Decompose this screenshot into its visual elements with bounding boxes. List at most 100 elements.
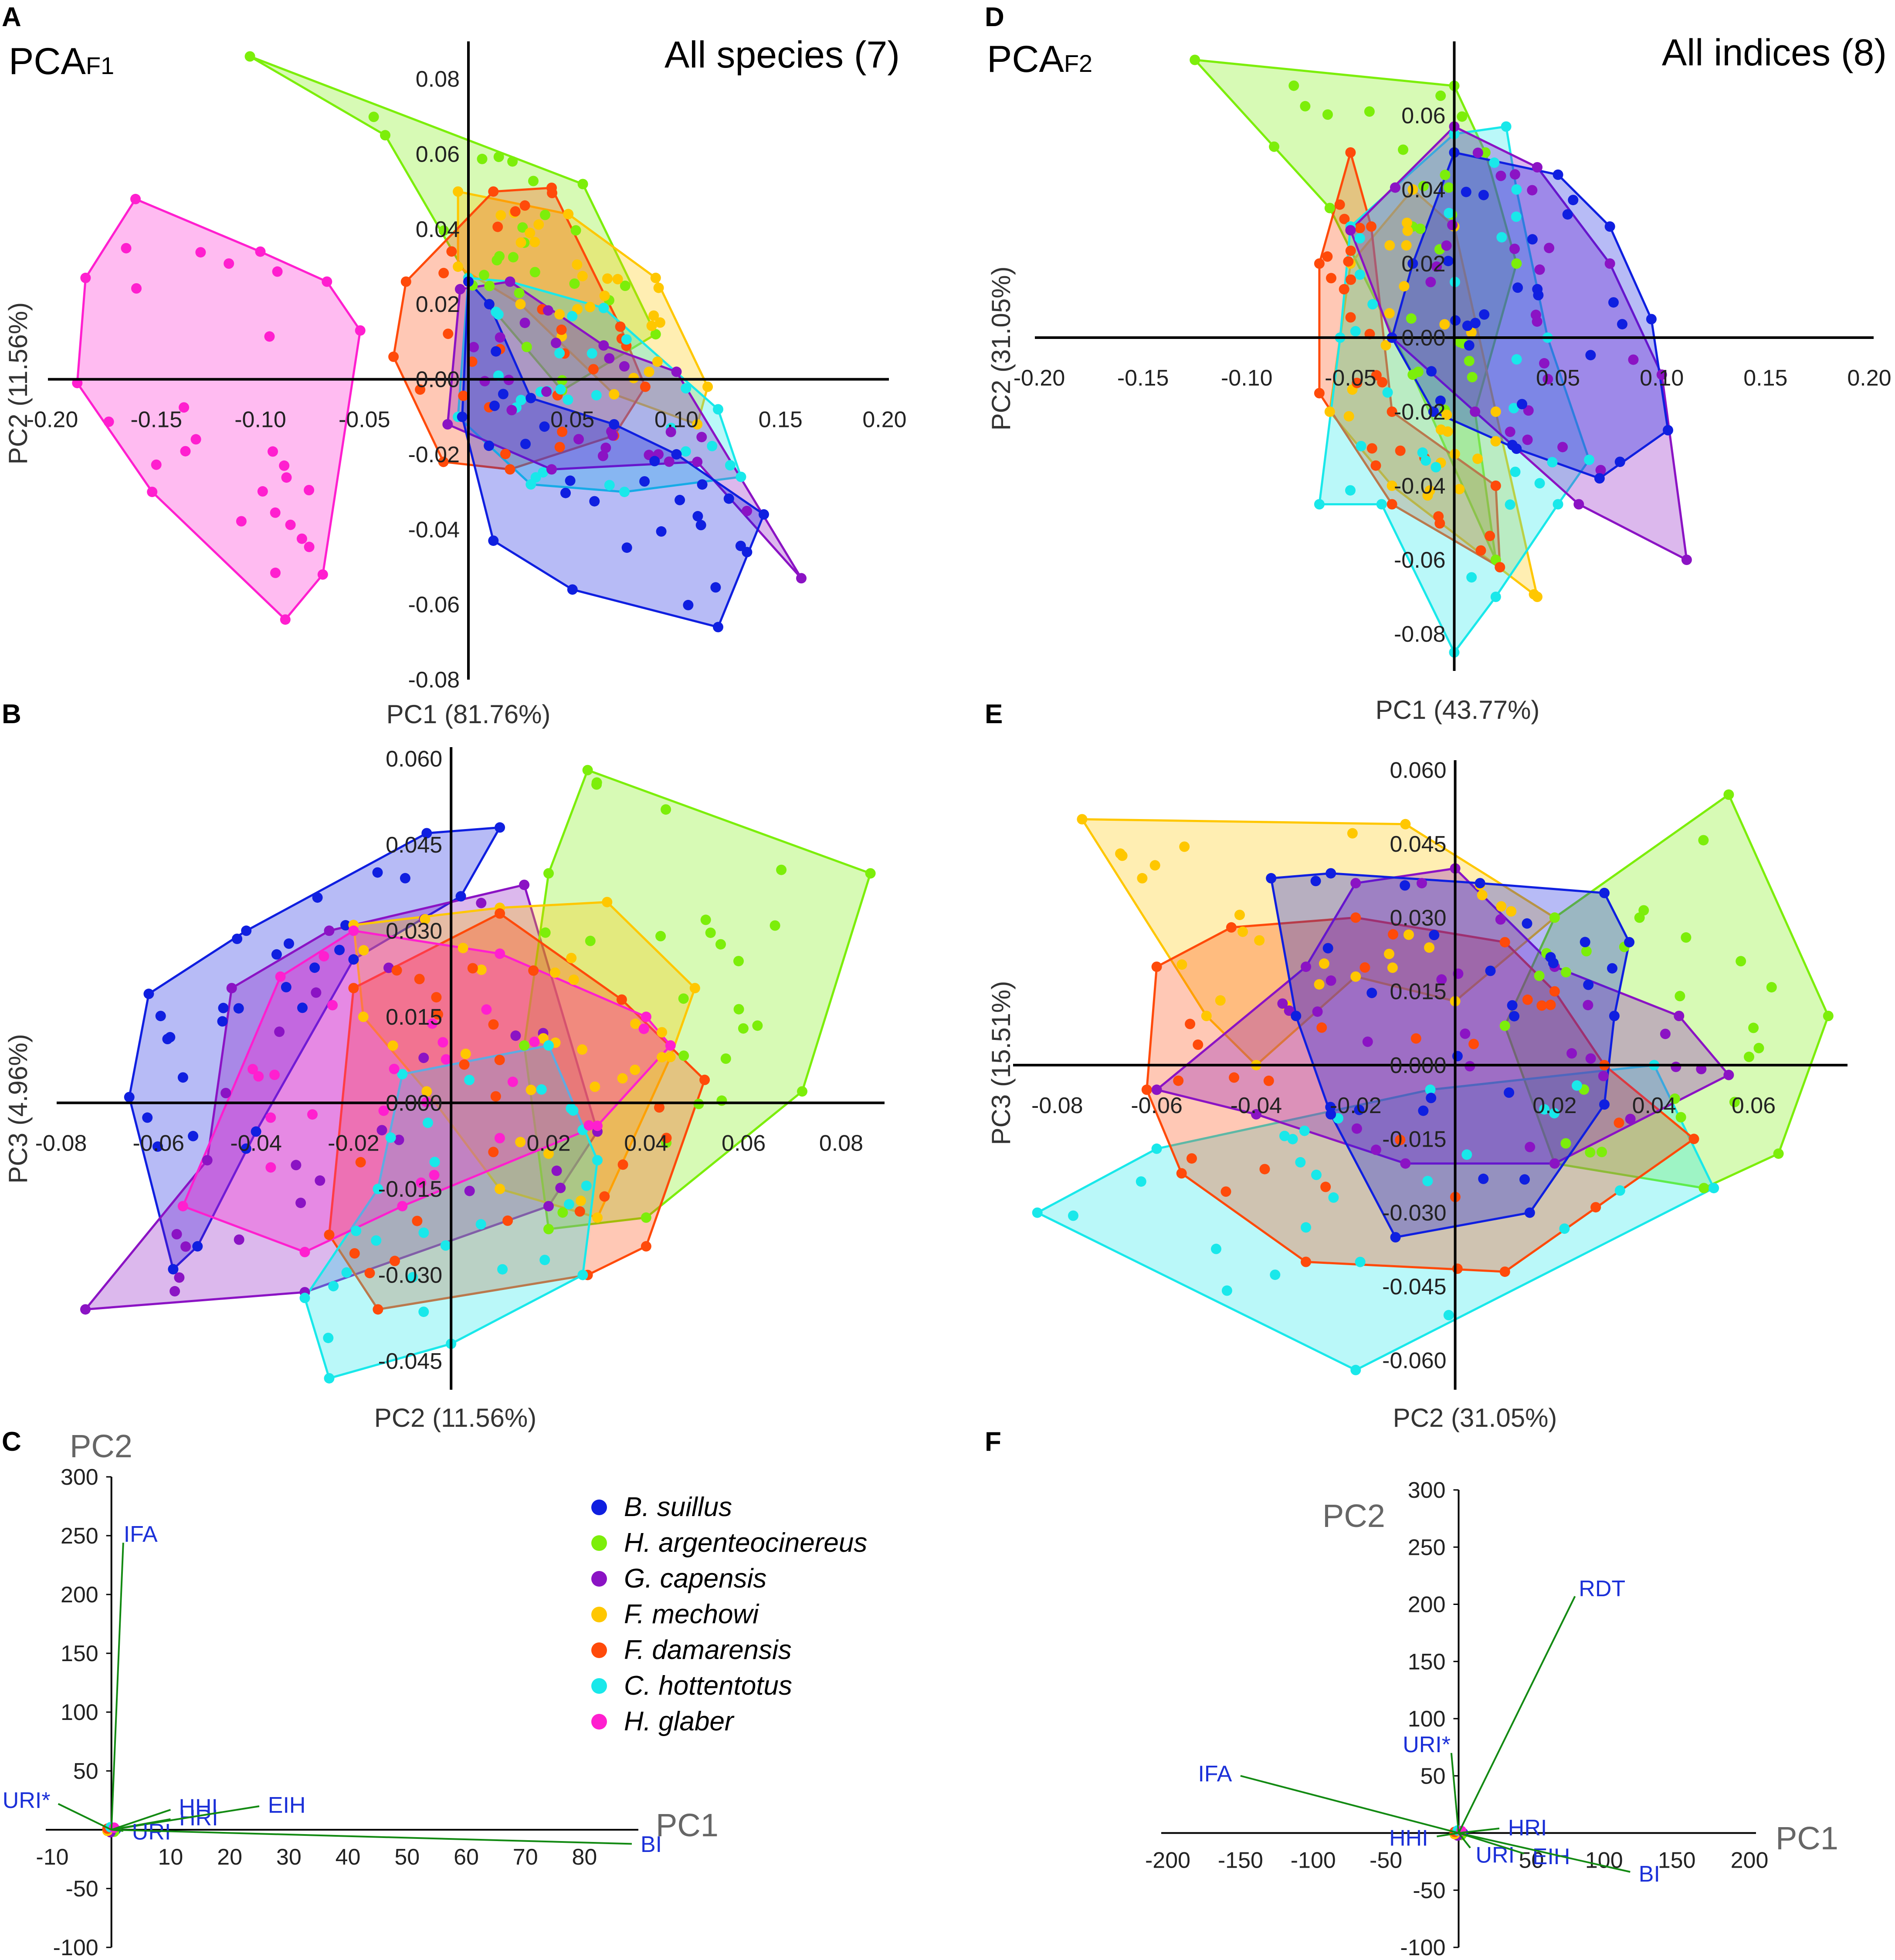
- panel-d-point-f-damarensis: [1334, 199, 1345, 210]
- panel-b-point-h-glaber: [429, 1170, 440, 1181]
- panel-c-xtick: -10: [36, 1845, 68, 1870]
- panel-b-point-f-mechowi: [657, 1027, 668, 1038]
- panel-a-point-f-mechowi: [654, 317, 665, 328]
- legend: B. suillus H. argenteocinereus G. capensis…: [591, 1492, 867, 1737]
- panel-d-point-h-argenteocinereus: [1444, 182, 1454, 193]
- panel-b-point-h-glaber: [307, 1109, 318, 1120]
- panel-b-point-b-suillus: [284, 938, 294, 949]
- panel-a-point-c-hottentotus: [554, 348, 565, 359]
- panel-a-point-f-damarensis: [547, 188, 557, 198]
- panel-b-point-f-mechowi: [476, 965, 487, 975]
- panel-e-point-g-capensis: [1674, 1011, 1685, 1021]
- panel-f-xtick: -100: [1291, 1848, 1336, 1873]
- panel-e-point-g-capensis: [1351, 1123, 1362, 1134]
- panel-e-point-b-suillus: [1366, 988, 1377, 999]
- panel-d-point-f-mechowi: [1324, 406, 1335, 417]
- panel-a-point-f-mechowi: [692, 419, 703, 430]
- panel-c-ytick: 100: [61, 1700, 98, 1725]
- panel-d-point-h-argenteocinereus: [1467, 372, 1478, 383]
- panel-d-point-h-argenteocinereus: [1511, 258, 1522, 269]
- panel-a-point-c-hottentotus: [591, 390, 602, 401]
- panel-e-point-b-suillus: [1390, 1232, 1401, 1242]
- panel-d-point-f-damarensis: [1339, 284, 1349, 295]
- panel-a-point-h-glaber: [257, 486, 268, 497]
- panel-d-point-f-damarensis: [1345, 312, 1356, 323]
- panel-a-point-b-suillus: [525, 393, 536, 403]
- panel-b-point-g-capensis: [510, 1030, 521, 1041]
- panel-e-xtick: 0.04: [1632, 1093, 1676, 1118]
- panel-b-point-h-argenteocinereus: [738, 1023, 749, 1034]
- panel-d-point-c-hottentotus: [1584, 454, 1595, 465]
- panel-f-vector-ifa: [1240, 1775, 1459, 1834]
- panel-d-point-g-capensis: [1522, 434, 1533, 445]
- panel-d-xlabel: PC1 (43.77%): [1376, 695, 1540, 724]
- panel-a-point-g-capensis: [664, 456, 675, 467]
- panel-d-pca-f2: -0.20 -0.15 -0.10 -0.05 0.05 0.10 0.15 0.20 0.06…: [986, 32, 1892, 724]
- panel-d-point-c-hottentotus: [1496, 232, 1507, 243]
- panel-c-xtick: 80: [572, 1845, 597, 1870]
- panel-e-point-f-damarensis: [1141, 1084, 1152, 1095]
- panel-a-point-g-capensis: [600, 442, 611, 453]
- panel-a-point-h-glaber: [304, 542, 315, 552]
- panel-b-point-c-hottentotus: [418, 1307, 429, 1317]
- panel-e-point-g-capensis: [1325, 975, 1336, 986]
- panel-b-point-g-capensis: [220, 1088, 231, 1098]
- panel-a-point-f-damarensis: [443, 328, 454, 339]
- panel-a-point-b-suillus: [560, 487, 571, 498]
- panel-d-point-c-hottentotus: [1510, 467, 1521, 477]
- panel-a-point-h-glaber: [281, 472, 292, 483]
- panel-a-point-b-suillus: [589, 496, 600, 507]
- panel-a-point-c-hottentotus: [567, 311, 578, 322]
- panel-a-point-h-glaber: [180, 446, 191, 457]
- panel-f-xtick: 150: [1658, 1848, 1696, 1873]
- panel-a-point-h-glaber: [264, 331, 275, 342]
- panel-b-ytick: -0.030: [378, 1263, 442, 1288]
- panel-e-point-h-argenteocinereus: [1698, 1183, 1709, 1194]
- panel-e-point-f-mechowi: [1201, 1011, 1212, 1021]
- panel-b-point-h-argenteocinereus: [733, 956, 744, 967]
- panel-d-point-g-capensis: [1425, 277, 1436, 288]
- panel-d-point-g-capensis: [1509, 169, 1520, 180]
- panel-e-point-b-suillus: [1509, 1011, 1520, 1022]
- panel-a-ytick: 0.06: [416, 142, 460, 167]
- panel-e-point-c-hottentotus: [1311, 1169, 1322, 1180]
- panel-a-point-h-argenteocinereus: [368, 112, 379, 122]
- panel-f-vector-uri: [1458, 1832, 1471, 1848]
- panel-b-point-h-glaber: [638, 1023, 649, 1034]
- panel-a-point-f-mechowi: [644, 366, 654, 377]
- panel-d-point-h-argenteocinereus: [1406, 313, 1417, 324]
- panel-d-point-g-capensis: [1390, 182, 1400, 193]
- panel-d-point-f-damarensis: [1366, 443, 1377, 454]
- panel-a-pca-subscript: F1: [86, 52, 114, 79]
- panel-a-point-h-argenteocinereus: [569, 278, 580, 289]
- panel-a-point-b-suillus: [520, 439, 531, 450]
- panel-a-point-b-suillus: [671, 449, 682, 460]
- panel-a-point-g-capensis: [696, 432, 707, 443]
- panel-e-point-g-capensis: [1277, 998, 1288, 1009]
- panel-b-point-f-mechowi: [515, 1137, 526, 1148]
- panel-e-point-c-hottentotus: [1350, 1364, 1361, 1375]
- panel-b-point-c-hottentotus: [581, 1180, 592, 1191]
- panel-e-point-b-suillus: [1478, 1173, 1489, 1184]
- panel-b-point-f-damarensis: [574, 1206, 585, 1217]
- panel-a-ylabel: PC2 (11.56%): [3, 302, 33, 464]
- panel-d-point-h-argenteocinereus: [1455, 337, 1466, 348]
- panel-b-point-g-capensis: [202, 1155, 213, 1166]
- panel-e-point-f-mechowi: [1506, 906, 1517, 917]
- panel-d-point-c-hottentotus: [1314, 499, 1325, 510]
- panel-b-point-h-glaber: [378, 1105, 389, 1116]
- panel-e-point-f-mechowi: [1350, 971, 1361, 982]
- panel-b-point-g-capensis: [383, 962, 394, 973]
- panel-a-point-f-mechowi: [612, 274, 623, 284]
- panel-a-point-f-damarensis: [438, 267, 449, 278]
- panel-f-ytick: -50: [1413, 1878, 1445, 1903]
- panel-d-point-f-mechowi: [1454, 484, 1465, 494]
- panel-b-point-b-suillus: [251, 1126, 261, 1137]
- panel-a-point-h-glaber: [131, 283, 142, 294]
- panel-e-point-f-damarensis: [1193, 1039, 1203, 1050]
- panel-d-point-b-suillus: [1604, 221, 1615, 232]
- panel-a-pca-label: PCAF1: [9, 41, 114, 82]
- panel-a-point-f-mechowi: [529, 237, 540, 247]
